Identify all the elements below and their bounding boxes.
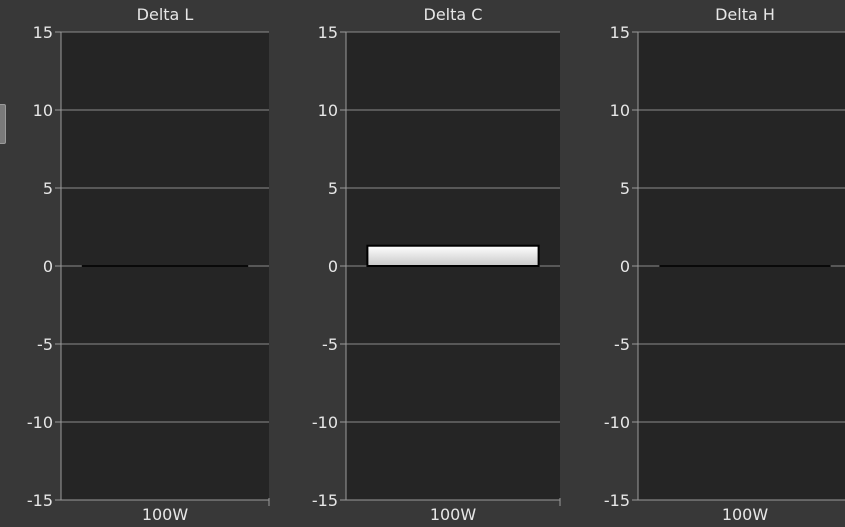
chart-2-category-label: 100W <box>430 505 477 524</box>
chart-3-y-tick-label: -15 <box>604 491 630 510</box>
chart-2-y-tick-label: 5 <box>328 179 338 198</box>
chart-1-y-tick-label: 5 <box>43 179 53 198</box>
chart-1-y-tick-label: 0 <box>43 257 53 276</box>
chart-1-y-tick-label: -10 <box>27 413 53 432</box>
chart-3-title: Delta H <box>715 5 775 24</box>
chart-1-title: Delta L <box>137 5 194 24</box>
chart-2-bar <box>366 244 540 268</box>
chart-3-y-tick-label: 0 <box>620 257 630 276</box>
chart-2-y-tick-label: 10 <box>318 101 338 120</box>
chart-1-y-tick-label: -15 <box>27 491 53 510</box>
chart-2-y-tick-label: 0 <box>328 257 338 276</box>
chart-1-category-label: 100W <box>142 505 189 524</box>
chart-1-y-tick-label: 15 <box>33 23 53 42</box>
chart-1-y-tick-label: 10 <box>33 101 53 120</box>
collapse-panel-tab[interactable] <box>0 104 6 144</box>
chart-3-y-tick-label: -5 <box>614 335 630 354</box>
chart-2-panel: 15 10 5 0 -5 -10 -15 Delta C 100W <box>312 5 561 524</box>
chart-1-y-tick-label: -5 <box>37 335 53 354</box>
chart-3-y-tick-label: 10 <box>610 101 630 120</box>
chart-2-y-tick-label: -10 <box>312 413 338 432</box>
chart-3-y-tick-label: 5 <box>620 179 630 198</box>
chart-3-y-tick-label: -10 <box>604 413 630 432</box>
chart-2-y-tick-label: -15 <box>312 491 338 510</box>
chart-2-y-tick-label: -5 <box>322 335 338 354</box>
chart-3-category-label: 100W <box>722 505 769 524</box>
chart-3-panel: 15 10 5 0 -5 -10 -15 Delta H 100W <box>604 5 845 524</box>
chart-2-title: Delta C <box>424 5 483 24</box>
chart-3-y-tick-label: 15 <box>610 23 630 42</box>
chart-1-panel: 15 10 5 0 -5 -10 -15 Delta L 100W <box>27 5 270 524</box>
chart-2-y-tick-label: 15 <box>318 23 338 42</box>
